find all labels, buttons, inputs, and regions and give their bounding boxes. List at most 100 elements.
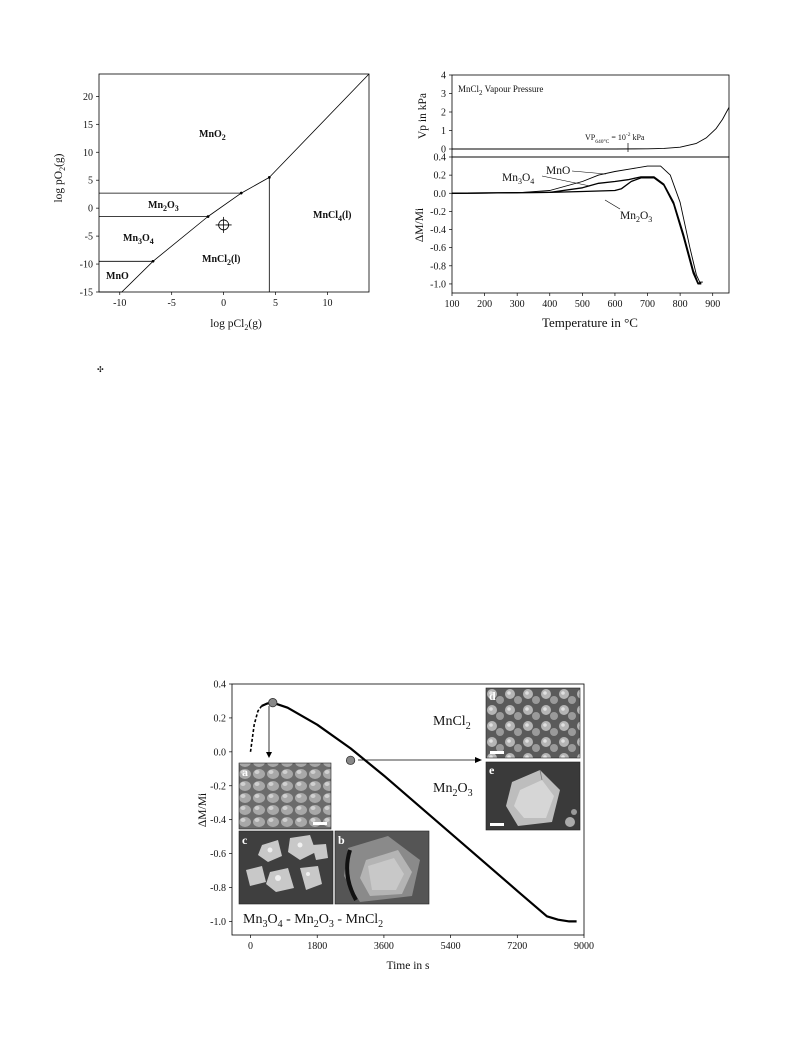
time-x-tick-label: 7200	[507, 941, 527, 952]
small-mark-icon: ✣	[97, 365, 104, 374]
mass-change-y-tick-label: 0.2	[434, 171, 447, 182]
micrograph-c: c	[238, 830, 334, 905]
panel-label-a: a	[242, 765, 248, 779]
label-mn3o4-leader	[541, 175, 591, 187]
temperature-x-tick-label: 400	[542, 299, 557, 310]
triple-point	[151, 259, 155, 263]
stability-y-tick-label: -5	[85, 232, 93, 243]
tg-temperature-chart: 4 3 2 1 0 0.4 0.2 0.0 -0.2 -0.4 -0.6 -0.8 -1.0 100 2…	[414, 71, 730, 330]
mass-change-y-tick-label: -1.0	[430, 279, 446, 290]
stability-y-tick-label: 5	[88, 176, 93, 187]
micrograph-a: a	[238, 762, 332, 830]
time-x-tick-label: 5400	[441, 941, 461, 952]
temperature-x-tick-label: 600	[607, 299, 622, 310]
isothermal-y-tick-label: -1.0	[210, 917, 226, 928]
region-mncl2: MnCl2(l)	[202, 254, 240, 267]
isothermal-y-tick-label: -0.6	[210, 849, 226, 860]
region-mno2: MnO2	[199, 129, 226, 142]
isothermal-y-tick-label: -0.2	[210, 781, 226, 792]
mass-change-curve	[261, 701, 577, 923]
stability-x-axis-label: log pCl2(g)	[210, 318, 262, 332]
mass-change-y-tick-label: -0.8	[430, 261, 446, 272]
vapour-pressure-y-axis-label: Vp in kPa	[417, 93, 429, 139]
time-x-tick-label: 0	[248, 941, 253, 952]
isothermal-chart: 0.4 0.2 0.0 -0.2 -0.4 -0.6 -0.8 -1.0 0 1800 3600 5…	[197, 680, 594, 973]
mass-change-curve	[451, 165, 703, 283]
arrow-down-icon	[266, 752, 272, 758]
mass-change-y-tick-label: -0.2	[430, 207, 446, 218]
vapour-pressure-y-tick-label: 1	[441, 126, 446, 137]
vapour-pressure-curve	[452, 107, 730, 150]
mass-change-frame	[451, 156, 730, 294]
triple-point	[239, 191, 243, 195]
stability-x-tick-label: 5	[273, 298, 278, 309]
region-mno: MnO	[106, 271, 129, 282]
phase-label-mn2o3: Mn2O3	[433, 781, 473, 799]
isothermal-y-tick-label: 0.4	[214, 680, 227, 691]
vapour-pressure-y-tick-label: 0	[441, 145, 446, 156]
mass-change-curve	[451, 177, 702, 285]
stability-x-tick-label: -10	[113, 298, 126, 309]
stability-y-tick-label: -15	[80, 288, 93, 299]
mass-change-y-tick-label: 0.4	[434, 153, 447, 164]
temperature-x-tick-label: 700	[640, 299, 655, 310]
mass-change-y-tick-label: -0.6	[430, 243, 446, 254]
isothermal-y-tick-label: -0.8	[210, 883, 226, 894]
mass-change-curve	[451, 176, 702, 284]
stability-plot-frame	[98, 73, 370, 293]
temperature-x-tick-label: 100	[445, 299, 460, 310]
triple-point	[206, 215, 210, 218]
panel-label-e: e	[489, 763, 495, 777]
time-x-tick-label: 3600	[374, 941, 394, 952]
stability-y-tick-label: 20	[83, 92, 93, 103]
region-mn2o3: Mn2O3	[148, 200, 179, 213]
stability-x-tick-label: -5	[168, 298, 176, 309]
temperature-x-axis-label: Temperature in °C	[542, 315, 638, 330]
crosshair-marker	[215, 216, 232, 233]
vapour-pressure-title: MnCl2 Vapour Pressure	[458, 84, 543, 97]
panel-label-d: d	[489, 689, 496, 703]
region-mn3o4: Mn3O4	[123, 233, 154, 246]
mass-change-y-tick-label: -0.4	[430, 225, 446, 236]
label-mn2o3-leader	[604, 199, 621, 210]
stability-x-tick-label: 0	[221, 298, 226, 309]
isothermal-y-tick-label: -0.4	[210, 815, 226, 826]
time-x-tick-label: 1800	[307, 941, 327, 952]
isothermal-y-tick-label: 0.2	[214, 713, 227, 724]
phase-label-mncl2: MnCl2	[433, 714, 471, 732]
sample-point	[268, 698, 278, 708]
label-mn3o4: Mn3O4	[502, 172, 534, 186]
mass-change-y-axis-label: ΔM/Mi	[414, 208, 426, 242]
mass-change-initial-curve	[249, 705, 263, 752]
micrograph-e: e	[485, 761, 581, 831]
mass-change-y-tick-label: 0.0	[434, 189, 447, 200]
stability-y-tick-label: 10	[83, 148, 93, 159]
time-x-axis-label: Time in s	[386, 960, 430, 972]
panel-label-b: b	[338, 833, 345, 847]
vapour-pressure-annotation: VP640°C = 10-2 kPa	[585, 132, 645, 145]
micrograph-d: d	[485, 687, 581, 759]
isothermal-y-axis-label: ΔM/Mi	[197, 793, 209, 827]
sample-point	[345, 755, 356, 765]
label-mno: MnO	[546, 165, 570, 177]
arrow-right-icon	[475, 757, 482, 763]
temperature-x-tick-label: 300	[510, 299, 525, 310]
region-mncl4: MnCl4(l)	[313, 210, 351, 223]
temperature-x-tick-label: 900	[705, 299, 720, 310]
temperature-x-tick-label: 800	[673, 299, 688, 310]
stability-x-tick-label: 10	[322, 298, 332, 309]
phase-boundary-line	[121, 73, 370, 293]
label-mno-leader	[571, 170, 607, 175]
triple-point	[268, 176, 271, 179]
vapour-pressure-y-tick-label: 2	[441, 108, 446, 119]
micrograph-b: b	[334, 830, 430, 905]
stability-diagram: 20 15 10 5 0 -5 -10 -15 -10 -5 0 5 10 MnO2 Mn2O3 Mn…	[53, 73, 370, 332]
vapour-pressure-y-tick-label: 3	[441, 89, 446, 100]
panel-label-c: c	[242, 833, 248, 847]
temperature-x-tick-label: 200	[477, 299, 492, 310]
vapour-pressure-y-tick-label: 4	[441, 71, 446, 82]
stability-y-tick-label: -10	[80, 260, 93, 271]
stability-y-tick-label: 0	[88, 204, 93, 215]
time-x-tick-label: 9000	[574, 941, 594, 952]
